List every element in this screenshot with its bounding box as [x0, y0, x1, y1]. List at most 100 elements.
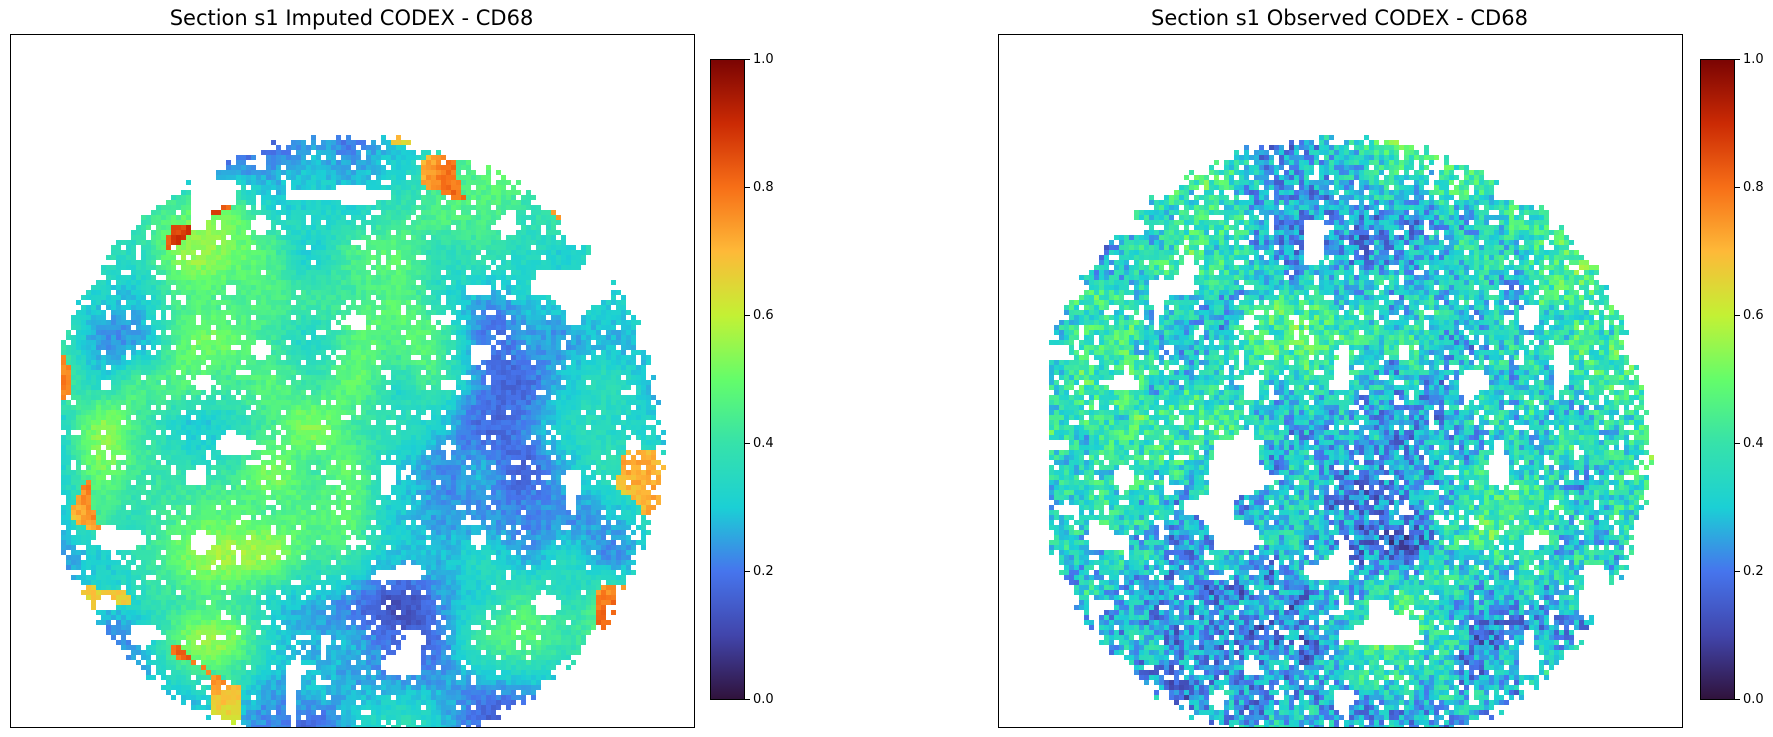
heatmap-cell — [451, 265, 456, 270]
heatmap-cell — [461, 300, 466, 305]
heatmap-cell — [321, 230, 326, 235]
heatmap-cell — [156, 280, 161, 285]
heatmap-cell — [321, 140, 326, 145]
heatmap-cell — [406, 210, 411, 215]
heatmap-cell — [171, 220, 176, 225]
heatmap-cell — [516, 310, 521, 315]
heatmap-cell — [276, 270, 281, 275]
heatmap-cell — [161, 260, 166, 265]
heatmap-cell — [441, 325, 446, 330]
heatmap-cell — [351, 330, 356, 335]
heatmap-cell — [456, 205, 461, 210]
heatmap-cell — [171, 320, 176, 325]
heatmap-cell — [606, 340, 611, 345]
heatmap-cell — [336, 335, 341, 340]
heatmap-cell — [366, 145, 371, 150]
heatmap-cell — [176, 320, 181, 325]
heatmap-cell — [176, 285, 181, 290]
heatmap-cell — [516, 250, 521, 255]
heatmap-cell — [141, 265, 146, 270]
heatmap-cell — [471, 170, 476, 175]
heatmap-cell — [396, 185, 401, 190]
heatmap-cell — [431, 275, 436, 280]
heatmap-cell — [371, 170, 376, 175]
heatmap-cell — [86, 315, 91, 320]
heatmap-cell — [581, 320, 586, 325]
heatmap-cell — [526, 225, 531, 230]
heatmap-cell — [406, 290, 411, 295]
heatmap-cell — [551, 210, 556, 215]
heatmap-cell — [131, 305, 136, 310]
heatmap-cell — [186, 280, 191, 285]
heatmap-cell — [136, 240, 141, 245]
heatmap-cell — [366, 155, 371, 160]
heatmap-cell — [291, 335, 296, 340]
heatmap-cell — [136, 320, 141, 325]
heatmap-cell — [296, 295, 301, 300]
heatmap-cell — [486, 205, 491, 210]
heatmap-cell — [516, 205, 521, 210]
heatmap-cell — [221, 320, 226, 325]
heatmap-cell — [96, 315, 101, 320]
heatmap-cell — [271, 315, 276, 320]
heatmap-cell — [366, 260, 371, 265]
heatmap-cell — [481, 325, 486, 330]
heatmap-cell — [326, 220, 331, 225]
heatmap-cell — [341, 210, 346, 215]
heatmap-cell — [221, 275, 226, 280]
heatmap-cell — [326, 260, 331, 265]
heatmap-cell — [171, 225, 176, 230]
heatmap-cell — [431, 255, 436, 260]
heatmap-cell — [91, 295, 96, 300]
heatmap-cell — [321, 325, 326, 330]
heatmap-cell — [511, 265, 516, 270]
heatmap-cell — [236, 205, 241, 210]
heatmap-cell — [436, 195, 441, 200]
heatmap-cell — [501, 260, 506, 265]
heatmap-cell — [251, 185, 256, 190]
heatmap-cell — [426, 295, 431, 300]
heatmap-cell — [471, 325, 476, 330]
heatmap-cell — [246, 340, 251, 345]
heatmap-cell — [451, 205, 456, 210]
heatmap-cell — [561, 330, 566, 335]
heatmap-cell — [281, 295, 286, 300]
heatmap-cell — [306, 200, 311, 205]
heatmap-cell — [631, 315, 636, 320]
heatmap-cell — [176, 300, 181, 305]
heatmap-cell — [216, 230, 221, 235]
heatmap-cell — [181, 250, 186, 255]
heatmap-cell — [316, 325, 321, 330]
heatmap-cell — [246, 200, 251, 205]
heatmap-cell — [616, 305, 621, 310]
heatmap-cell — [311, 305, 316, 310]
heatmap-cell — [86, 305, 91, 310]
heatmap-cell — [501, 210, 506, 215]
heatmap-cell — [136, 300, 141, 305]
heatmap-cell — [276, 160, 281, 165]
heatmap-cell — [226, 265, 231, 270]
heatmap-cell — [531, 340, 536, 345]
heatmap-cell — [136, 330, 141, 335]
heatmap-cell — [491, 270, 496, 275]
heatmap-cell — [436, 285, 441, 290]
heatmap-cell — [321, 170, 326, 175]
heatmap-cell — [256, 260, 261, 265]
heatmap-cell — [386, 235, 391, 240]
heatmap-cell — [406, 310, 411, 315]
heatmap-cell — [261, 180, 266, 185]
heatmap-cell — [546, 210, 551, 215]
heatmap-cell — [241, 185, 246, 190]
heatmap-cell — [426, 215, 431, 220]
heatmap-cell — [526, 245, 531, 250]
heatmap-cell — [241, 295, 246, 300]
heatmap-cell — [176, 330, 181, 335]
heatmap-cell — [371, 225, 376, 230]
heatmap-cell — [396, 175, 401, 180]
heatmap-cell — [571, 260, 576, 265]
heatmap-cell — [421, 200, 426, 205]
heatmap-cell — [396, 160, 401, 165]
heatmap-cell — [86, 340, 91, 345]
heatmap-cell — [556, 330, 561, 335]
heatmap-cell — [501, 310, 506, 315]
